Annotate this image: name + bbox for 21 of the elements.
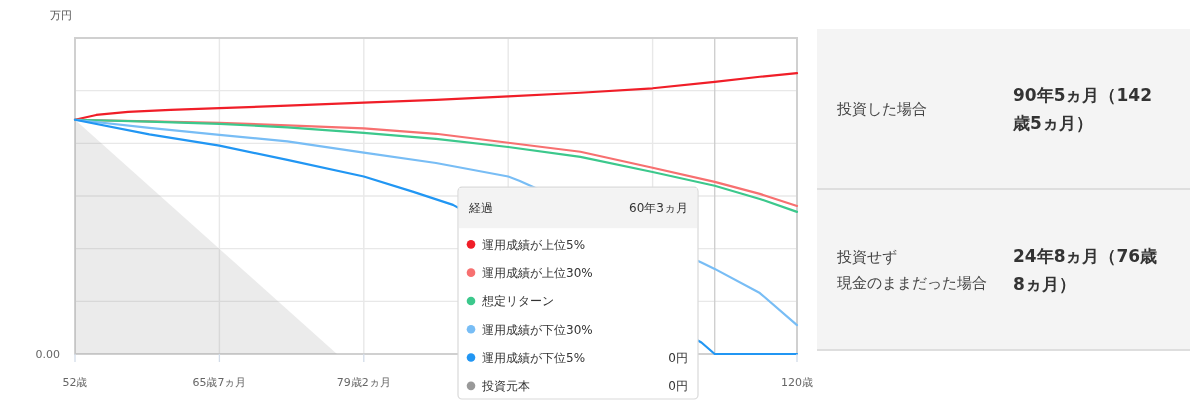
text: 90年5ヵ月（142歳5ヵ月） bbox=[1013, 83, 1153, 135]
y-axis-title: 万円 bbox=[50, 9, 72, 22]
legend-label: 運用成績が上位30% bbox=[482, 266, 593, 281]
x-tick-label: 120歳 bbox=[781, 376, 813, 389]
text: 0円 bbox=[668, 379, 688, 394]
x-tick-label: 65歳7ヵ月 bbox=[192, 376, 247, 389]
text: 投資せず bbox=[837, 247, 898, 267]
legend-label: 想定リターン bbox=[481, 294, 554, 309]
legend-label: 運用成績が下位30% bbox=[482, 322, 593, 337]
text: 投資した場合 bbox=[837, 99, 928, 119]
text: 24年8ヵ月（76歳8ヵ月） bbox=[1013, 244, 1159, 296]
x-tick-label: 79歳2ヵ月 bbox=[336, 376, 391, 389]
text: 0.00 bbox=[35, 348, 60, 361]
text: 現金のままだった場合 bbox=[837, 273, 988, 293]
legend-title: 経過 bbox=[468, 201, 493, 216]
annotation: 0円 bbox=[668, 351, 688, 366]
legend-label: 運用成績が下位5% bbox=[482, 351, 586, 366]
legend-label: 投資元本 bbox=[481, 379, 530, 394]
ref-line-label: 60年3ヵ月 bbox=[629, 201, 688, 216]
x-tick-label: 52歳 bbox=[62, 376, 88, 389]
legend-label: 運用成績が上位5% bbox=[482, 237, 586, 252]
